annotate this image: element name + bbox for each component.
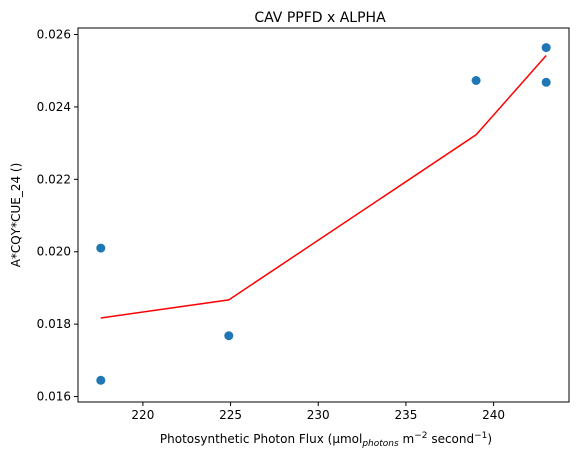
x-axis-label-sup2: −1: [474, 431, 487, 441]
y-tick-label: 0.024: [37, 100, 71, 114]
x-axis-label-sup1: −2: [414, 431, 427, 441]
y-tick-label: 0.016: [37, 390, 71, 404]
y-axis: 0.016 0.018 0.020 0.022 0.024 0.026: [37, 28, 78, 404]
x-tick-label: 240: [482, 408, 505, 422]
fit-line: [100, 55, 547, 319]
y-axis-label: A*CQY*CUE_24 (): [9, 163, 23, 268]
x-tick-label: 230: [307, 408, 330, 422]
y-tick-label: 0.022: [37, 172, 71, 186]
x-tick-label: 235: [394, 408, 417, 422]
chart-title: CAV PPFD x ALPHA: [254, 10, 386, 26]
x-axis-label-sub: photons: [361, 439, 399, 449]
x-axis-label: Photosynthetic Photon Flux (µmolphotons …: [160, 431, 492, 449]
x-axis-label-suffix: ): [487, 432, 492, 446]
data-point: [96, 375, 106, 385]
data-point: [541, 77, 551, 87]
plot-area: [96, 43, 551, 385]
y-tick-label: 0.018: [37, 317, 71, 331]
data-point: [96, 243, 106, 253]
x-axis-label-prefix: Photosynthetic Photon Flux (µmol: [160, 432, 362, 446]
x-tick-label: 225: [219, 408, 242, 422]
x-axis-label-mid: m: [399, 432, 415, 446]
y-tick-label: 0.020: [37, 245, 71, 259]
axes-frame: [77, 27, 570, 403]
data-point: [541, 43, 551, 53]
data-point: [224, 331, 234, 341]
data-point: [471, 76, 481, 85]
x-axis: 220 225 230 235 240: [131, 402, 505, 422]
x-axis-label-mid2: second: [428, 432, 475, 446]
y-tick-label: 0.026: [37, 28, 71, 42]
x-tick-label: 220: [131, 408, 154, 422]
